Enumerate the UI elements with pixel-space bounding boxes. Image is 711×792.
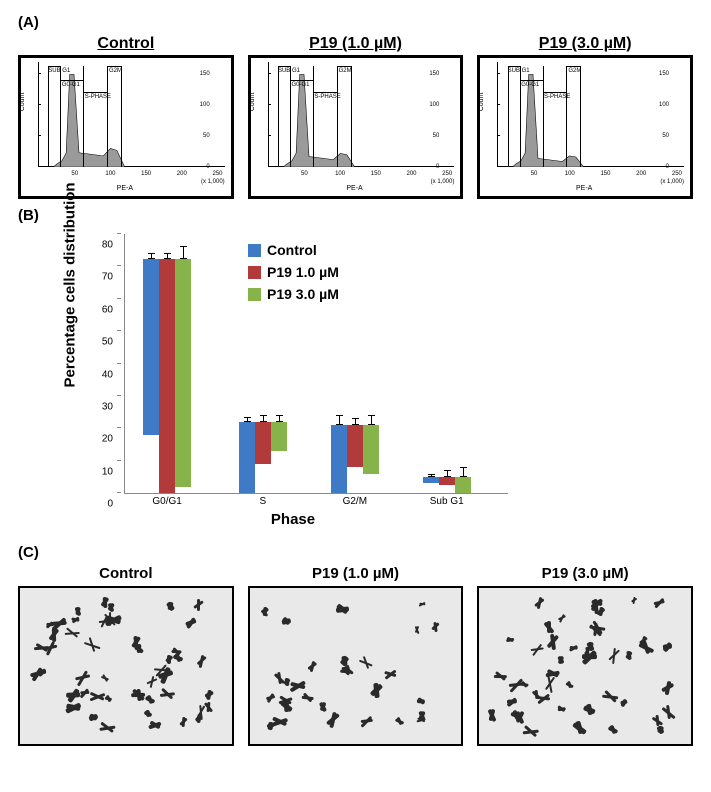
karyo-title: P19 (3.0 µM) xyxy=(477,565,693,582)
gate-label: G2M xyxy=(339,68,352,74)
bar-legend: Control P19 1.0 µM P19 3.0 µM xyxy=(248,242,339,308)
karyo-box xyxy=(477,586,693,746)
legend-label: Control xyxy=(267,242,317,258)
bar xyxy=(143,259,159,435)
flow-title: P19 (3.0 µM) xyxy=(477,35,693,53)
legend-row: P19 3.0 µM xyxy=(248,286,339,302)
bar xyxy=(455,477,471,493)
panel-c-label: (C) xyxy=(18,544,693,561)
gate-label: G0-G1 xyxy=(521,82,539,88)
bar-ylabel: Percentage cells distribution xyxy=(62,182,79,387)
karyo-box xyxy=(248,586,464,746)
bar-xlabel: Phase xyxy=(271,511,315,528)
panel-a-row: Control 050100150Count50100150200250(x 1,… xyxy=(18,35,693,199)
legend-swatch xyxy=(248,266,261,279)
karyo-title: Control xyxy=(18,565,234,582)
flow-frame: 050100150Count50100150200250(x 1,000)SUB… xyxy=(477,55,693,199)
legend-label: P19 3.0 µM xyxy=(267,286,339,302)
gate-label: S-PHASE xyxy=(314,94,340,100)
legend-swatch xyxy=(248,288,261,301)
bar xyxy=(439,477,455,485)
legend-label: P19 1.0 µM xyxy=(267,264,339,280)
bar xyxy=(255,422,271,464)
gate-label: S-PHASE xyxy=(544,94,570,100)
bar-chart: Percentage cells distribution Phase 0102… xyxy=(78,234,508,524)
bar xyxy=(271,422,287,451)
gate-label: SUB G1 xyxy=(508,68,530,74)
bar-category-label: G0/G1 xyxy=(152,496,181,507)
bar-category-label: S xyxy=(260,496,267,507)
panel-c-row: Control P19 (1.0 µM) P19 (3.0 µM) xyxy=(18,565,693,746)
flow-frame: 050100150Count50100150200250(x 1,000)SUB… xyxy=(18,55,234,199)
legend-row: P19 1.0 µM xyxy=(248,264,339,280)
bar xyxy=(239,422,255,494)
flow-title: Control xyxy=(18,35,234,53)
bar xyxy=(423,477,439,484)
bar xyxy=(175,259,191,487)
bar-category-label: Sub G1 xyxy=(430,496,464,507)
bar-category-label: G2/M xyxy=(343,496,367,507)
gate-label: SUB G1 xyxy=(278,68,300,74)
karyo-title: P19 (1.0 µM) xyxy=(248,565,464,582)
gate-label: SUB G1 xyxy=(48,68,70,74)
flow-title: P19 (1.0 µM) xyxy=(248,35,464,53)
karyo-box xyxy=(18,586,234,746)
gate-label: G2M xyxy=(568,68,581,74)
gate-label: G0-G1 xyxy=(62,82,80,88)
panel-a-label: (A) xyxy=(18,14,693,31)
gate-label: S-PHASE xyxy=(85,94,111,100)
legend-swatch xyxy=(248,244,261,257)
bar xyxy=(159,259,175,493)
bar xyxy=(363,425,379,474)
panel-b-label: (B) xyxy=(18,207,693,224)
gate-label: G0-G1 xyxy=(292,82,310,88)
legend-row: Control xyxy=(248,242,339,258)
gate-label: G2M xyxy=(109,68,122,74)
bar xyxy=(331,425,347,493)
bar xyxy=(347,425,363,467)
flow-frame: 050100150Count50100150200250(x 1,000)SUB… xyxy=(248,55,464,199)
